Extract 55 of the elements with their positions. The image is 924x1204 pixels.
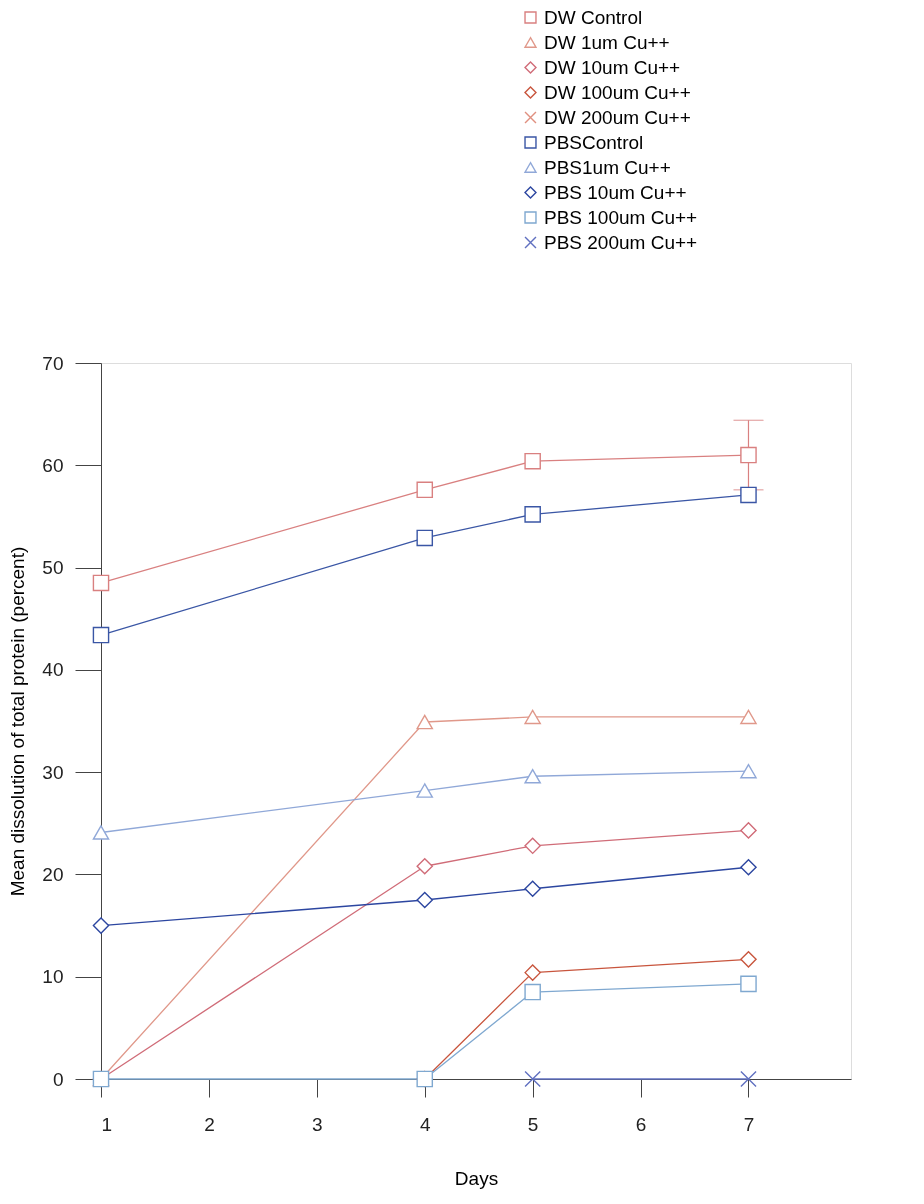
point bbox=[416, 783, 434, 798]
legend-label: PBS 10um Cu++ bbox=[544, 181, 687, 203]
point bbox=[524, 506, 541, 523]
point bbox=[740, 1070, 757, 1088]
x-axis-title: Days bbox=[454, 1167, 499, 1189]
x-tick-label: 2 bbox=[204, 1113, 215, 1135]
y-tick-label: 40 bbox=[42, 659, 64, 681]
point bbox=[740, 951, 757, 968]
legend-label: PBS 100um Cu++ bbox=[544, 206, 698, 228]
point bbox=[524, 983, 541, 1001]
point bbox=[740, 822, 757, 839]
point bbox=[740, 763, 757, 779]
legend-label: DW 100um Cu++ bbox=[544, 81, 691, 103]
x-tick-label: 5 bbox=[527, 1113, 539, 1135]
legend-label: DW 10um Cu++ bbox=[544, 56, 681, 78]
legend-label: PBS1um Cu++ bbox=[544, 156, 671, 178]
point bbox=[524, 880, 541, 898]
x-tick-label: 1 bbox=[101, 1113, 113, 1135]
legend-label: DW 200um Cu++ bbox=[544, 106, 691, 128]
point bbox=[416, 529, 434, 547]
y-tick-label: 0 bbox=[52, 1068, 64, 1090]
point bbox=[524, 1070, 541, 1088]
y-tick-label: 60 bbox=[42, 454, 64, 476]
point bbox=[524, 709, 541, 725]
legend-label: PBS 200um Cu++ bbox=[544, 231, 698, 253]
x-tick-label: 7 bbox=[743, 1113, 755, 1135]
x-tick-label: 6 bbox=[635, 1113, 647, 1135]
point bbox=[92, 917, 110, 934]
y-tick-label: 30 bbox=[42, 761, 64, 783]
x-tick-label: 3 bbox=[312, 1113, 323, 1135]
y-axis-title: Mean dissolution of total protein (percent) bbox=[7, 546, 29, 897]
x-tick-label: 4 bbox=[419, 1113, 431, 1135]
point bbox=[92, 626, 110, 644]
y-tick-label: 50 bbox=[42, 557, 64, 579]
point bbox=[740, 486, 757, 504]
legend-label: DW 1um Cu++ bbox=[544, 31, 670, 53]
point bbox=[524, 768, 541, 784]
point bbox=[92, 825, 110, 840]
point bbox=[416, 481, 434, 499]
point bbox=[740, 975, 757, 993]
point bbox=[416, 857, 434, 875]
point bbox=[740, 858, 757, 876]
legend-label: PBSControl bbox=[544, 131, 644, 153]
point bbox=[416, 714, 434, 730]
y-tick-label: 20 bbox=[42, 863, 64, 885]
y-tick-label: 10 bbox=[42, 966, 64, 988]
legend-label: DW Control bbox=[544, 6, 643, 28]
point bbox=[92, 574, 110, 592]
point bbox=[740, 709, 757, 725]
point bbox=[740, 446, 757, 464]
point bbox=[524, 964, 541, 981]
point bbox=[524, 452, 541, 470]
y-tick-label: 70 bbox=[42, 352, 64, 374]
point bbox=[416, 891, 434, 909]
point bbox=[524, 837, 541, 855]
